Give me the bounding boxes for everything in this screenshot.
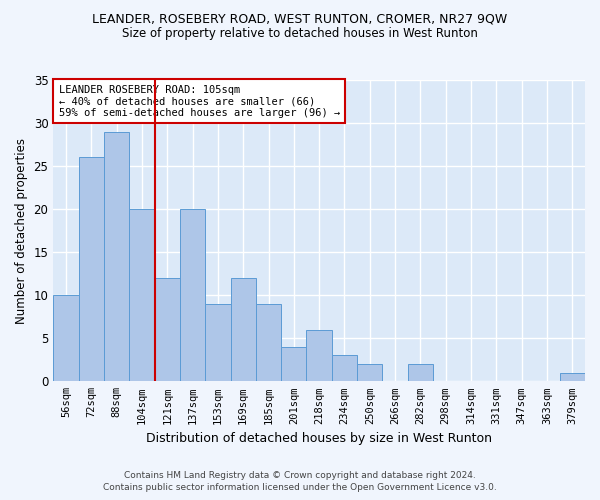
Bar bbox=[129, 209, 155, 382]
Text: LEANDER ROSEBERY ROAD: 105sqm
← 40% of detached houses are smaller (66)
59% of s: LEANDER ROSEBERY ROAD: 105sqm ← 40% of d… bbox=[59, 84, 340, 117]
Text: Size of property relative to detached houses in West Runton: Size of property relative to detached ho… bbox=[122, 28, 478, 40]
Bar bbox=[281, 347, 307, 382]
Y-axis label: Number of detached properties: Number of detached properties bbox=[15, 138, 28, 324]
Text: LEANDER, ROSEBERY ROAD, WEST RUNTON, CROMER, NR27 9QW: LEANDER, ROSEBERY ROAD, WEST RUNTON, CRO… bbox=[92, 12, 508, 26]
Bar bbox=[205, 304, 230, 382]
Bar bbox=[230, 278, 256, 382]
Bar bbox=[155, 278, 180, 382]
Bar bbox=[53, 295, 79, 382]
Bar bbox=[104, 132, 129, 382]
Bar bbox=[180, 209, 205, 382]
Bar bbox=[332, 356, 357, 382]
Bar bbox=[357, 364, 382, 382]
X-axis label: Distribution of detached houses by size in West Runton: Distribution of detached houses by size … bbox=[146, 432, 492, 445]
Text: Contains HM Land Registry data © Crown copyright and database right 2024.
Contai: Contains HM Land Registry data © Crown c… bbox=[103, 471, 497, 492]
Bar bbox=[408, 364, 433, 382]
Bar bbox=[79, 158, 104, 382]
Bar bbox=[307, 330, 332, 382]
Bar bbox=[560, 372, 585, 382]
Bar bbox=[256, 304, 281, 382]
